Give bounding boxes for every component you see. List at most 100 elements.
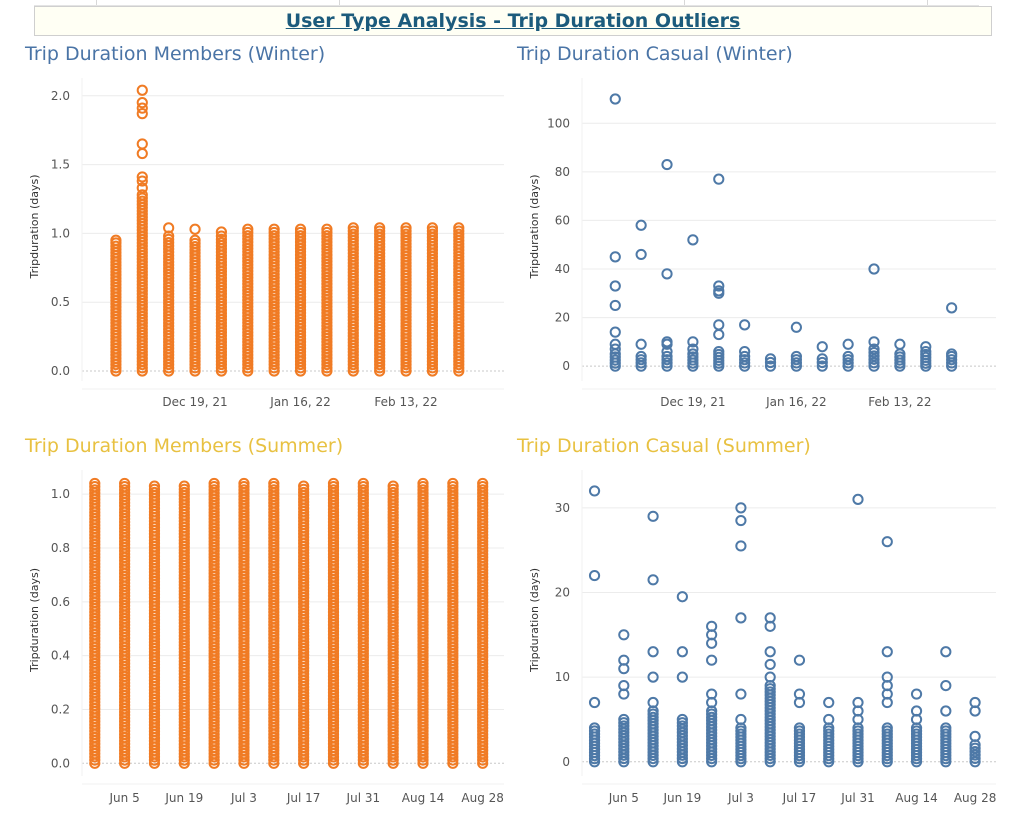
outlier-point (635, 248, 647, 261)
outlier-point (946, 302, 958, 314)
outlier-point (647, 574, 659, 586)
y-tick-label: 0.4 (51, 649, 70, 663)
x-tick-label: Jul 31 (840, 791, 875, 805)
y-tick-label: 80 (555, 165, 570, 179)
outlier-point (609, 280, 621, 292)
data-column (969, 696, 981, 768)
outlier-point (969, 696, 981, 709)
outlier-point (609, 251, 621, 263)
data-column (119, 477, 131, 769)
data-point (321, 230, 333, 242)
data-point (208, 481, 220, 493)
y-tick-label: 10 (555, 670, 570, 684)
data-column (178, 480, 190, 769)
outlier-point (609, 326, 621, 338)
chart-title-members-winter: Trip Duration Members (Winter) (25, 43, 326, 65)
data-point (357, 484, 369, 496)
data-column (357, 477, 369, 769)
data-point (417, 481, 429, 493)
y-axis-label: Tripduration (days) (28, 175, 41, 280)
outlier-point (713, 285, 725, 297)
data-point (327, 477, 340, 490)
data-column (163, 222, 175, 377)
y-tick-label: 0.0 (51, 364, 70, 378)
outlier-point (618, 629, 630, 641)
data-point (868, 353, 880, 365)
data-column (706, 620, 718, 768)
outlier-point (793, 688, 806, 700)
outlier-point (618, 654, 630, 666)
outlier-point (868, 263, 880, 275)
data-point (374, 222, 386, 234)
data-column (453, 222, 465, 377)
chart-title-members-summer: Trip Duration Members (Summer) (25, 435, 344, 457)
data-point (764, 356, 777, 369)
outlier-point (136, 138, 148, 150)
data-point (89, 477, 101, 490)
data-point (294, 226, 307, 239)
chart-members-summer: 0.0 0.2 0.4 0.6 0.8 1.0 Tripduration (days) Jun… (28, 470, 504, 805)
outlier-point (881, 671, 893, 683)
x-tick-label: Aug 28 (461, 791, 504, 805)
data-point (940, 722, 952, 734)
y-tick-label: 0.0 (51, 756, 70, 770)
data-column (447, 477, 459, 769)
outlier-point (735, 502, 747, 514)
x-tick-label: Jul 17 (782, 791, 817, 805)
data-point (294, 223, 307, 235)
data-point (790, 354, 802, 366)
data-point (661, 357, 673, 369)
data-column (387, 480, 399, 769)
data-point (790, 357, 802, 369)
y-tick-label: 2.0 (51, 89, 70, 103)
outlier-point (136, 175, 148, 187)
data-point (268, 226, 280, 239)
x-tick-label: Dec 19, 21 (660, 395, 725, 409)
outlier-point (739, 345, 751, 358)
outlier-point (868, 336, 880, 348)
data-point (793, 722, 806, 734)
data-point (163, 233, 175, 245)
data-point (321, 226, 333, 239)
outlier-point (676, 591, 688, 603)
outlier-point (881, 646, 893, 658)
x-tick-label: Feb 13, 22 (374, 395, 437, 409)
data-point (447, 477, 459, 490)
data-point (426, 222, 439, 234)
data-point (89, 481, 101, 493)
y-axis-label: Tripduration (days) (528, 175, 541, 280)
data-point (268, 223, 280, 235)
x-tick-label: Aug 14 (895, 791, 938, 805)
data-column (852, 493, 864, 768)
outlier-point (940, 679, 952, 692)
data-column (110, 234, 122, 377)
outlier-point (920, 341, 932, 353)
y-tick-label: 1.5 (51, 158, 70, 172)
data-point (920, 345, 932, 358)
data-point (842, 354, 854, 366)
data-point (321, 223, 333, 235)
data-column (238, 477, 250, 769)
data-point (215, 233, 228, 245)
data-column (823, 696, 835, 768)
data-column (215, 226, 228, 377)
data-point (739, 350, 751, 363)
outlier-point (136, 182, 148, 194)
data-point (477, 481, 489, 493)
chart-title-casual-summer: Trip Duration Casual (Summer) (517, 435, 811, 457)
outlier-point (635, 219, 647, 231)
y-tick-label: 1.0 (51, 487, 70, 501)
outlier-point (713, 328, 725, 341)
chart-title-casual-winter: Trip Duration Casual (Winter) (517, 43, 793, 65)
outlier-point (110, 234, 122, 246)
data-point (357, 477, 369, 490)
outlier-point (713, 173, 725, 185)
x-tick-label: Feb 13, 22 (868, 395, 931, 409)
outlier-point (687, 234, 699, 246)
data-point (238, 477, 250, 490)
y-tick-label: 0.8 (51, 541, 70, 555)
data-column (647, 510, 659, 768)
data-column (268, 223, 280, 377)
outlier-point (910, 688, 923, 700)
outlier-point (764, 658, 776, 671)
